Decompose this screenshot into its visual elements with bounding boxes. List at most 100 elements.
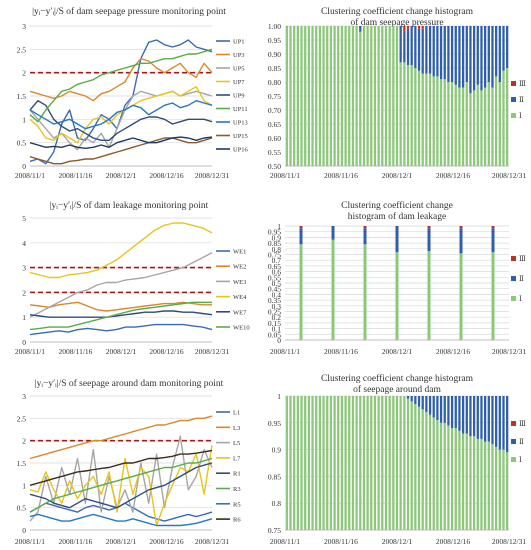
bar-segment — [461, 87, 465, 166]
bar-segment — [299, 244, 303, 340]
y-tick-label: 0.95 — [268, 36, 281, 45]
x-tick-label: 2008/12/16 — [149, 537, 183, 546]
bar-segment — [340, 26, 344, 166]
y-tick-label: 0.50 — [268, 162, 281, 171]
y-tick-label: 0.95 — [268, 419, 281, 428]
bar-segment — [414, 26, 417, 68]
legend-swatch — [511, 439, 516, 444]
bar-segment — [421, 409, 424, 530]
series-line-UP13 — [29, 99, 213, 130]
bar-segment — [421, 396, 424, 410]
y-tick-label: 3 — [22, 392, 26, 401]
bar-segment — [480, 26, 483, 91]
bar-segment — [472, 26, 476, 91]
bar-segment — [329, 396, 333, 530]
y-tick-label: 2 — [22, 69, 26, 78]
y-tick-label: 0.7 — [272, 256, 282, 265]
y-tick-label: 0.55 — [268, 273, 281, 282]
x-tick-label: 2008/11/1 — [15, 171, 45, 180]
bar-segment — [491, 228, 495, 253]
bar-segment — [421, 28, 424, 74]
y-tick-label: 0.55 — [268, 148, 281, 157]
bar-segment — [436, 26, 439, 77]
bar-segment — [502, 449, 505, 530]
legend-label: R6 — [233, 517, 241, 524]
bar-segment — [443, 79, 446, 166]
legend-label: Ⅲ — [519, 255, 526, 263]
legend-label: L3 — [233, 425, 240, 432]
bar-segment — [285, 26, 288, 166]
bar-segment — [417, 70, 421, 166]
y-tick-label: 1.5 — [17, 92, 27, 101]
y-tick-label: 0.2 — [272, 313, 282, 322]
bar-segment — [454, 396, 457, 429]
x-tick-label: 2008/12/1 — [106, 171, 137, 180]
series-line-WE7 — [29, 310, 213, 318]
bar-segment — [406, 398, 410, 530]
bar-segment — [311, 396, 314, 530]
bar-segment — [480, 438, 483, 530]
bar-segment — [487, 82, 490, 166]
legend-label: UP5 — [233, 66, 245, 73]
bar-segment — [421, 26, 424, 29]
bar-segment — [432, 417, 435, 530]
bar-segment — [502, 70, 505, 166]
bar-segment — [425, 73, 428, 166]
series-line-UP7 — [29, 85, 213, 144]
bar-segment — [410, 401, 413, 530]
x-tick-label: 2008/12/31 — [195, 171, 229, 180]
bar-segment — [480, 90, 483, 166]
y-tick-label: 0.9 — [272, 446, 282, 455]
bar-segment — [425, 26, 428, 74]
legend-label: WE3 — [233, 279, 246, 286]
bar-segment — [417, 26, 421, 29]
legend-swatch — [511, 421, 516, 426]
x-tick-label: 2008/12/31 — [492, 347, 526, 356]
legend-label: UP3 — [233, 52, 245, 59]
x-tick-label: 2008/12/16 — [436, 171, 470, 180]
series-line-R3 — [29, 457, 213, 513]
series-line-UP16 — [29, 136, 213, 150]
bar-segment — [443, 396, 446, 423]
legend-swatch — [511, 256, 516, 261]
chart-title: Clustering coefficient change histogram — [321, 6, 474, 17]
y-tick-label: 0.05 — [268, 330, 281, 339]
y-tick-label: 5 — [22, 214, 26, 223]
x-tick-label: 2008/12/31 — [492, 537, 526, 546]
bar-segment — [498, 26, 501, 82]
bar-segment — [491, 87, 494, 166]
bar-segment — [495, 446, 498, 530]
y-tick-label: 0.8 — [272, 499, 282, 508]
y-tick-label: 0 — [22, 526, 26, 535]
x-tick-label: 2008/12/1 — [106, 537, 137, 546]
bar-segment — [465, 433, 468, 530]
bar-segment — [355, 396, 358, 530]
series-line-WE1 — [29, 323, 213, 336]
bar-segment — [465, 26, 468, 82]
bar-segment — [359, 31, 362, 166]
bar-segment — [506, 68, 509, 166]
x-tick-label: 2008/11/16 — [59, 347, 93, 356]
bar-segment — [469, 93, 472, 166]
bar-segment — [304, 26, 307, 166]
legend-label: UP13 — [233, 120, 248, 127]
bar-segment — [414, 404, 417, 530]
chart-title: of dam seepage pressure — [350, 17, 443, 28]
bar-segment — [351, 396, 355, 530]
bar-segment — [436, 76, 439, 166]
bar-segment — [476, 84, 479, 166]
bar-segment — [307, 26, 311, 166]
line-chart-0: 0 0.5 1 1.5 2 2.5 3 2008/11/1 2008/11/16 2008/12/… — [15, 6, 249, 180]
series-line-L7 — [29, 444, 213, 527]
legend-label: UP15 — [233, 133, 248, 140]
bar-segment — [326, 26, 329, 166]
bar-segment — [363, 244, 367, 340]
y-tick-label: 0.3 — [272, 302, 282, 311]
y-tick-label: 3 — [22, 22, 26, 31]
bar-segment — [483, 87, 487, 166]
legend-label: L1 — [233, 410, 240, 417]
x-tick-label: 2008/12/1 — [382, 537, 413, 546]
legend-label: Ⅰ — [519, 112, 522, 120]
y-tick-label: 1.00 — [268, 22, 281, 31]
bar-segment — [373, 396, 377, 530]
